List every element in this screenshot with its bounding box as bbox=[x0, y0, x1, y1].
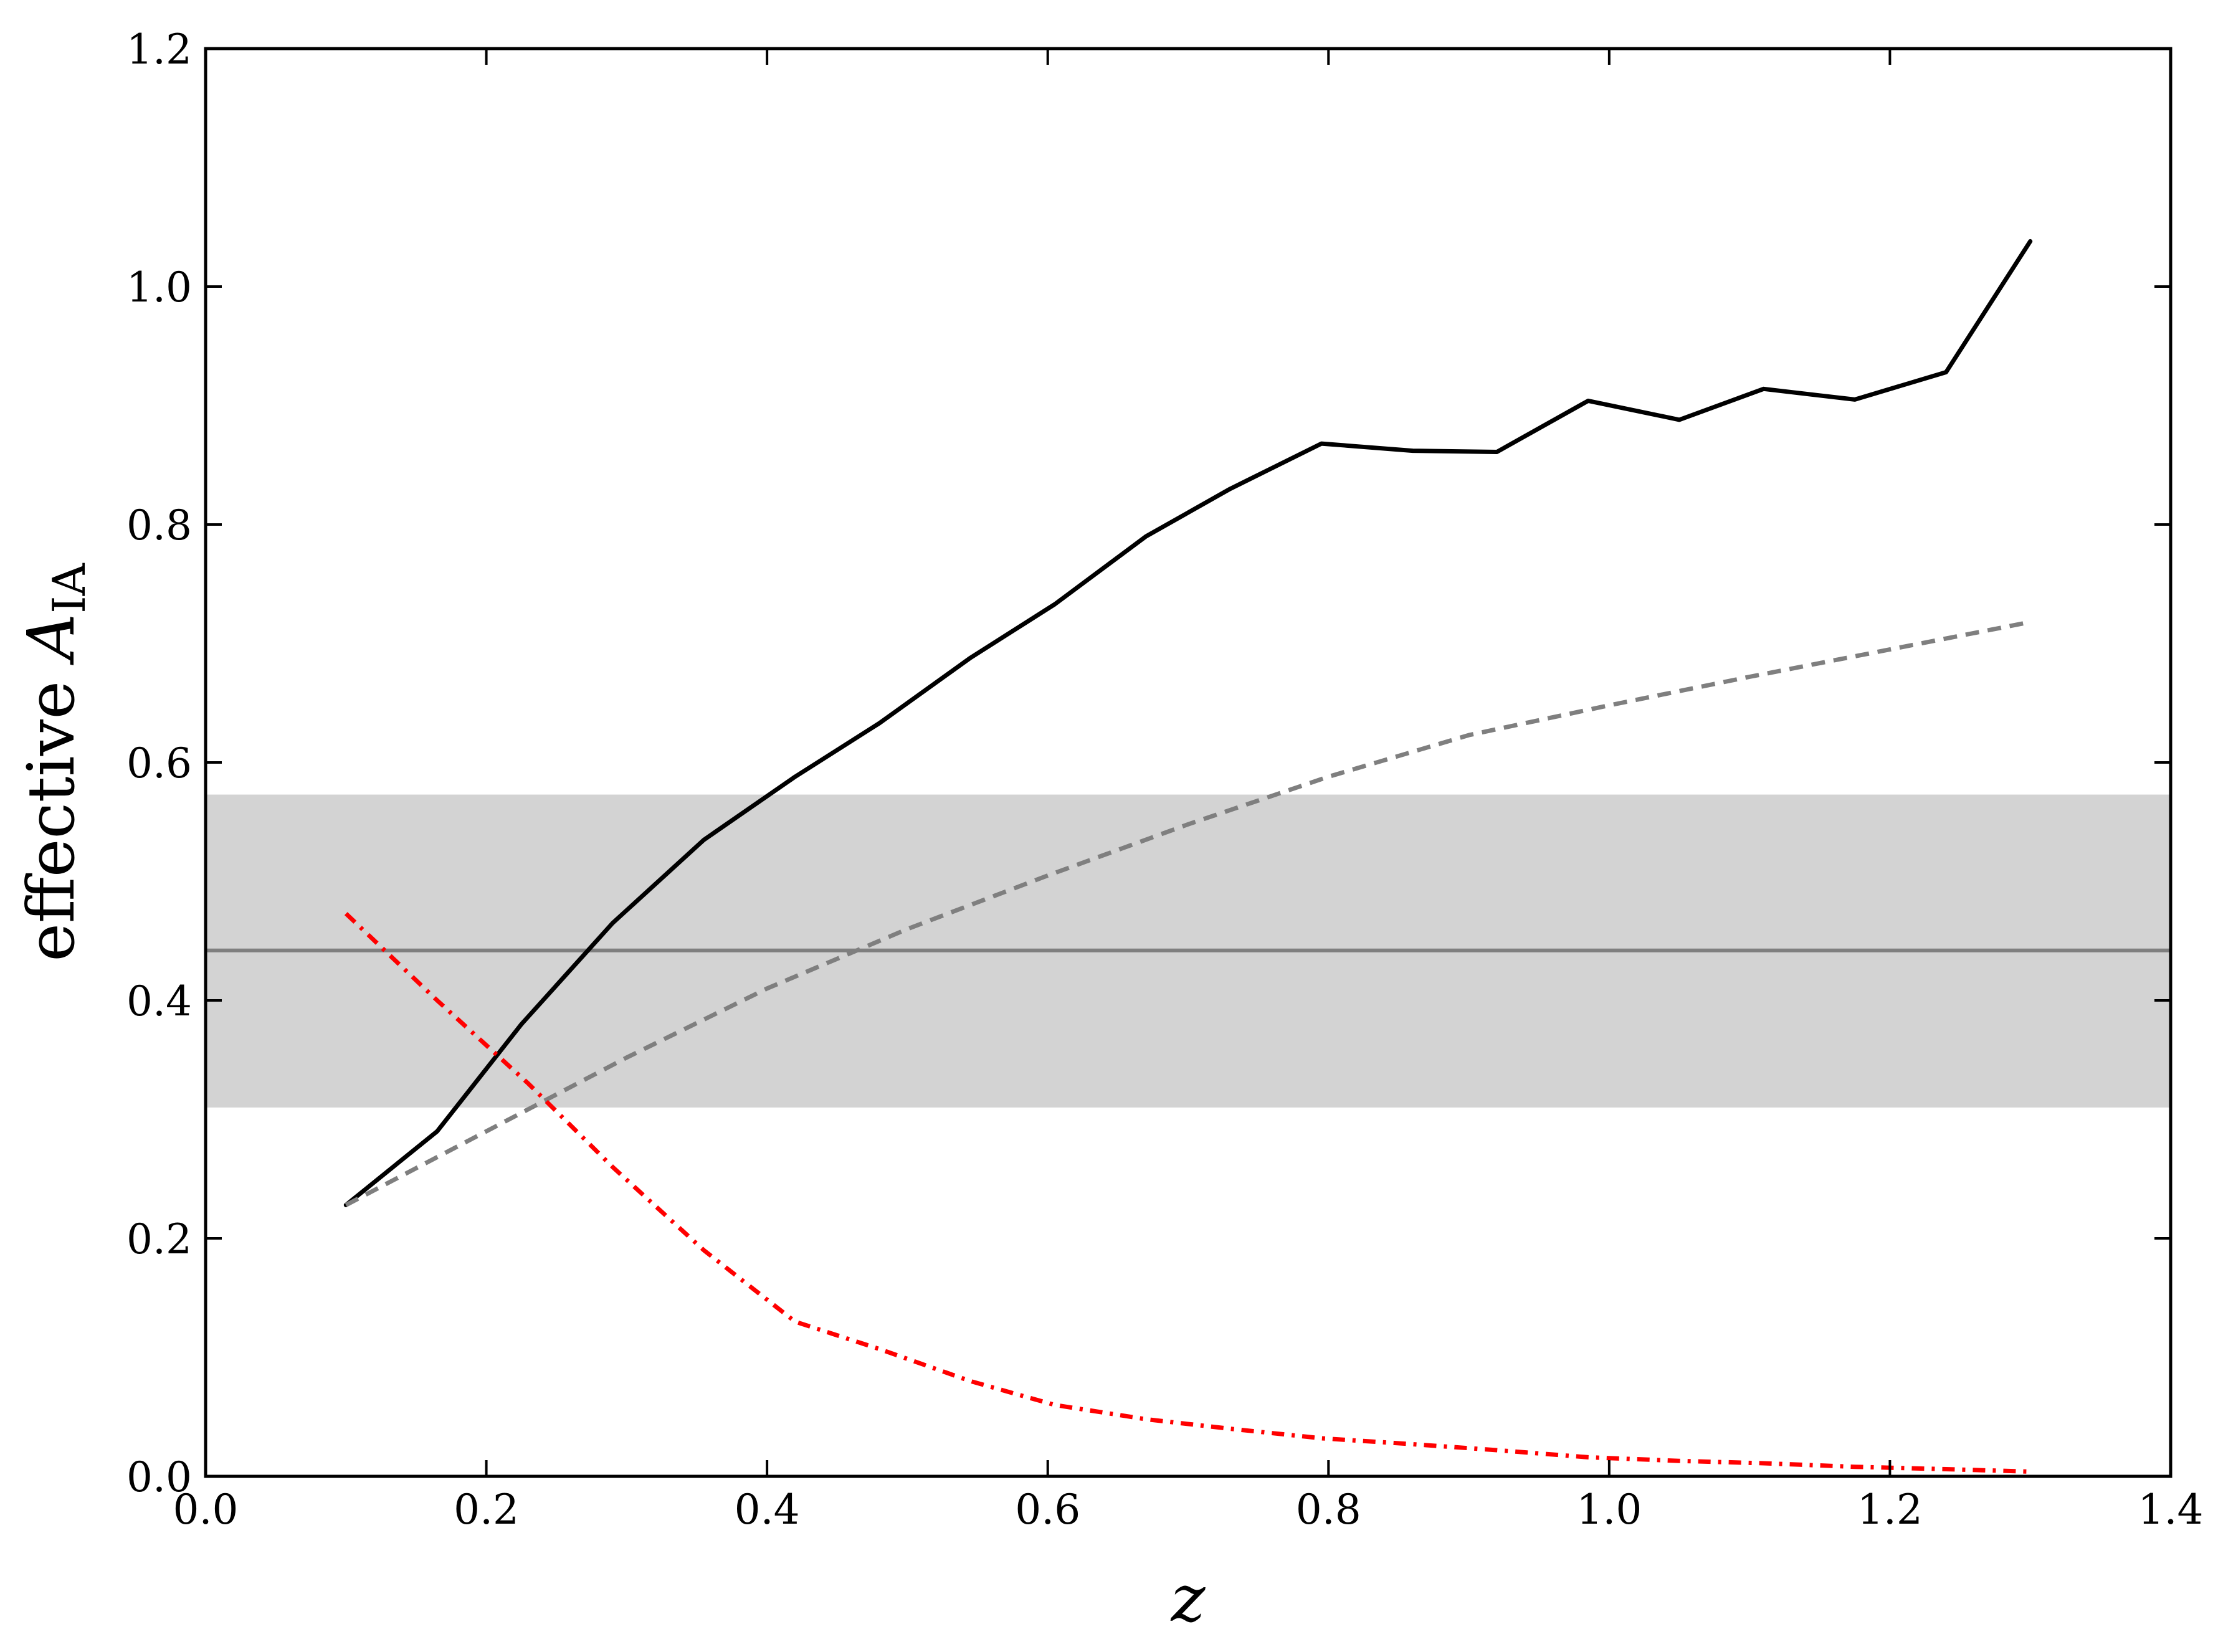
series-line-dashed bbox=[345, 620, 2031, 1207]
x-tick-label: 1.4 bbox=[2138, 1486, 2204, 1534]
x-tick-label: 1.0 bbox=[1576, 1486, 1642, 1534]
y-axis-label-prefix: effective bbox=[13, 660, 89, 962]
x-tick-label: 0.0 bbox=[173, 1486, 239, 1534]
tick-layer: 0.0 0.2 0.4 0.6 0.8 1.0 1.2 1.4 0.0 0.2 0.4 0.6 0.8 1… bbox=[126, 26, 2203, 1534]
x-tick-label: 1.2 bbox=[1857, 1486, 1923, 1534]
y-axis-label-subscript: IA bbox=[43, 563, 95, 613]
y-tick-label: 0.0 bbox=[126, 1453, 192, 1501]
y-tick-label: 0.8 bbox=[126, 501, 192, 549]
y-tick-label: 0.2 bbox=[126, 1215, 192, 1263]
x-axis-label: z bbox=[1170, 1560, 1206, 1636]
plot-frame bbox=[204, 47, 2173, 1478]
x-tick-label: 0.8 bbox=[1296, 1486, 1361, 1534]
y-axis-label-symbol: A bbox=[13, 614, 89, 665]
x-tick-label: 0.6 bbox=[1015, 1486, 1080, 1534]
band-layer bbox=[206, 794, 2171, 1108]
x-tick-label: 0.2 bbox=[454, 1486, 519, 1534]
y-tick-label: 0.4 bbox=[126, 977, 192, 1025]
x-tick-label: 0.4 bbox=[735, 1486, 800, 1534]
series-line-dashdot bbox=[344, 912, 2030, 1474]
series-line-solid bbox=[343, 239, 2033, 1207]
series-layer bbox=[343, 239, 2033, 1474]
y-tick-label: 0.6 bbox=[126, 739, 192, 787]
y-tick-label: 1.0 bbox=[126, 263, 192, 311]
y-tick-label: 1.2 bbox=[126, 26, 192, 74]
y-axis-label: effective AIA bbox=[13, 563, 95, 961]
